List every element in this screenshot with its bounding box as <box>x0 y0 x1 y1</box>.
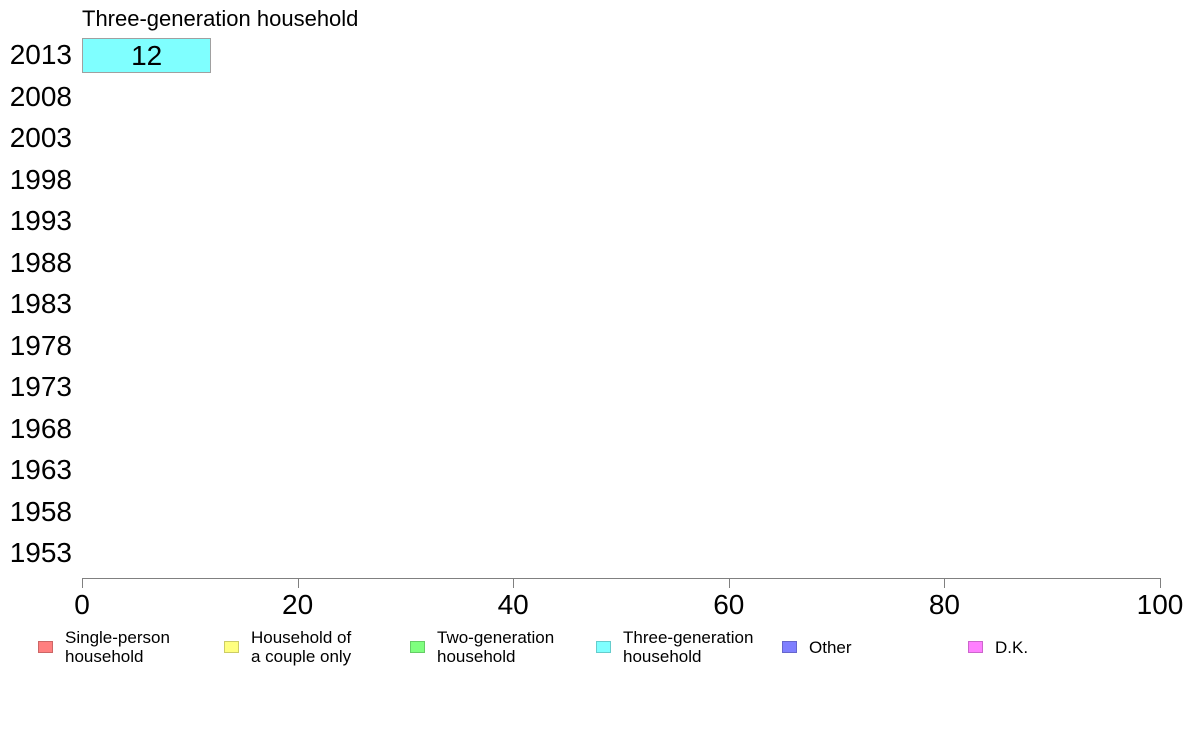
legend-item: D.K. <box>968 627 1028 667</box>
legend-item: Single-person household <box>38 627 170 667</box>
x-axis-tick-label: 40 <box>497 589 529 620</box>
y-axis-label: 1968 <box>9 412 72 444</box>
legend-swatch <box>968 641 983 653</box>
legend-swatch <box>410 641 425 653</box>
x-axis-line <box>82 578 1161 579</box>
x-axis-tick <box>297 578 299 588</box>
y-axis-label: 2008 <box>9 80 72 112</box>
chart-title: Three-generation household <box>82 6 359 31</box>
y-axis-label: 1963 <box>9 454 72 485</box>
legend-item: Other <box>782 627 852 667</box>
legend-item: Three-generation household <box>596 627 753 667</box>
y-axis-label: 1993 <box>9 205 72 236</box>
y-axis-label: 1998 <box>9 163 72 195</box>
legend-swatch <box>782 641 797 653</box>
legend-label: Three-generation household <box>623 628 754 666</box>
x-axis-tick-label: 60 <box>713 589 745 620</box>
legend-label: Household of a couple only <box>251 628 352 666</box>
legend-label: Other <box>809 637 852 657</box>
legend-label: Single-person household <box>65 628 170 666</box>
y-axis-label: 1988 <box>9 246 72 278</box>
y-axis-label: 1978 <box>9 329 72 361</box>
bar-2013: 12 <box>82 37 212 73</box>
legend-item: Two-generation household <box>410 627 554 667</box>
bar-value-label: 12 <box>131 39 163 71</box>
y-axis-label: 1973 <box>9 371 72 402</box>
x-axis-tick <box>1160 578 1161 588</box>
y-axis-label: 1958 <box>9 495 72 527</box>
legend-item: Household of a couple only <box>224 627 351 667</box>
x-axis-tick <box>513 578 515 588</box>
legend-swatch <box>38 641 53 653</box>
y-axis-label: 2003 <box>9 122 72 153</box>
x-axis-tick-label: 20 <box>282 589 314 620</box>
y-axis-label: 1983 <box>9 288 72 319</box>
legend-label: D.K. <box>995 637 1029 657</box>
legend-label: Two-generation household <box>437 628 555 666</box>
x-axis-tick-label: 0 <box>74 589 90 620</box>
x-axis-tick <box>728 578 730 588</box>
x-axis-tick-label: 80 <box>928 589 960 620</box>
legend-swatch <box>596 641 611 653</box>
x-axis-tick-label: 100 <box>1136 589 1184 620</box>
x-axis-tick <box>82 578 83 588</box>
y-axis-label: 1953 <box>9 537 72 568</box>
legend-swatch <box>224 641 239 653</box>
x-axis-tick <box>944 578 946 588</box>
y-axis-label: 2013 <box>9 39 72 70</box>
